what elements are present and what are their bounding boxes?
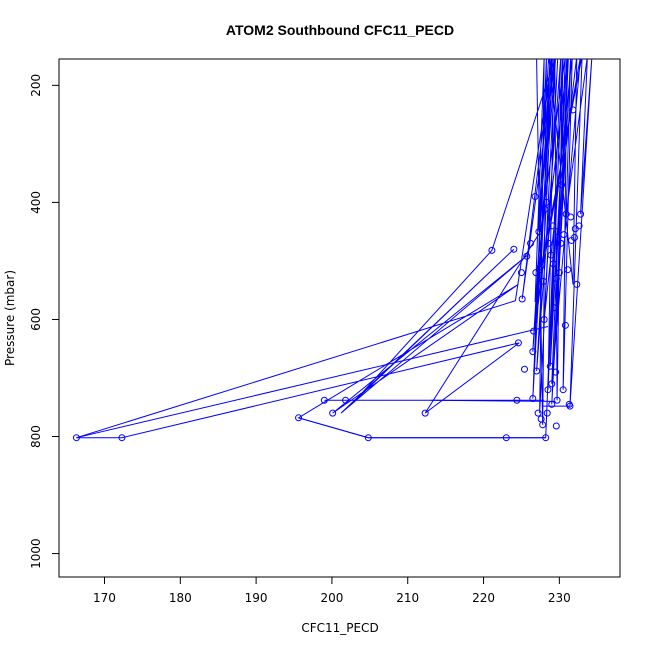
data-point (569, 106, 577, 114)
data-point (545, 239, 553, 247)
data-point (564, 266, 572, 274)
data-point (559, 386, 567, 394)
plot-area (72, 59, 593, 442)
data-point (531, 193, 539, 201)
data-point (558, 181, 566, 189)
x-tick-label: 170 (93, 591, 116, 605)
data-point (536, 263, 544, 271)
x-axis: 170 180 190 200 210 220 230 (93, 577, 571, 605)
data-point (546, 362, 554, 370)
data-point (72, 434, 80, 442)
data-point (541, 205, 549, 213)
y-tick-label: 200 (29, 74, 43, 97)
data-point (540, 315, 548, 323)
y-tick-label: 400 (29, 191, 43, 214)
data-point (364, 434, 372, 442)
data-point (529, 348, 537, 356)
data-point (550, 304, 558, 312)
data-point (542, 198, 550, 206)
data-point (329, 409, 337, 417)
chart-title: ATOM2 Southbound CFC11_PECD (226, 22, 454, 38)
y-tick-label: 600 (29, 308, 43, 331)
plot-frame (58, 58, 621, 578)
y-axis-label: Pressure (mbar) (3, 270, 17, 366)
data-point (566, 402, 574, 410)
data-point (537, 415, 545, 423)
data-point (518, 295, 526, 303)
y-tick-label: 1000 (29, 538, 43, 569)
x-tick-label: 180 (169, 591, 192, 605)
data-point (544, 386, 552, 394)
data-point (552, 274, 560, 282)
data-point (421, 409, 429, 417)
x-tick-label: 230 (548, 591, 571, 605)
data-point (549, 260, 557, 268)
data-point (571, 234, 579, 242)
data-point (342, 396, 350, 404)
data-point (567, 213, 575, 221)
data-point (534, 409, 542, 417)
data-point (535, 228, 543, 236)
x-tick-label: 220 (472, 591, 495, 605)
data-point (514, 339, 522, 347)
series-line (76, 59, 593, 439)
data-point (510, 245, 518, 253)
data-point (536, 266, 544, 274)
x-tick-label: 210 (396, 591, 419, 605)
data-point (502, 434, 510, 442)
data-point (488, 246, 496, 254)
data-point (523, 252, 531, 260)
x-axis-label: CFC11_PECD (301, 621, 378, 635)
data-point (555, 269, 563, 277)
data-point (118, 434, 126, 442)
x-tick-label: 200 (320, 591, 343, 605)
data-point (520, 365, 528, 373)
data-point (553, 396, 561, 404)
data-point (530, 327, 538, 335)
data-point (554, 228, 562, 236)
data-point (552, 422, 560, 430)
data-point (573, 280, 581, 288)
data-point (548, 380, 556, 388)
data-point (539, 421, 547, 429)
data-point (543, 409, 551, 417)
data-point (547, 251, 555, 259)
data-point (513, 396, 521, 404)
data-point (577, 210, 585, 218)
data-point (529, 394, 537, 402)
data-point (539, 277, 547, 285)
data-point (320, 396, 328, 404)
data-point (542, 434, 550, 442)
data-point (527, 239, 535, 247)
data-point (552, 368, 560, 376)
data-point (571, 225, 579, 233)
data-point (295, 414, 303, 422)
data-point (561, 321, 569, 329)
data-point (549, 222, 557, 230)
data-point (557, 239, 565, 247)
data-point (533, 367, 541, 375)
data-point (517, 269, 525, 277)
data-point (548, 400, 556, 408)
series-segment (298, 417, 546, 439)
series-group (72, 59, 593, 442)
y-axis: 200 400 600 800 1000 (29, 74, 59, 569)
series-segment (76, 326, 549, 439)
data-point (560, 231, 568, 239)
x-tick-label: 190 (245, 591, 268, 605)
y-tick-label: 800 (29, 425, 43, 448)
